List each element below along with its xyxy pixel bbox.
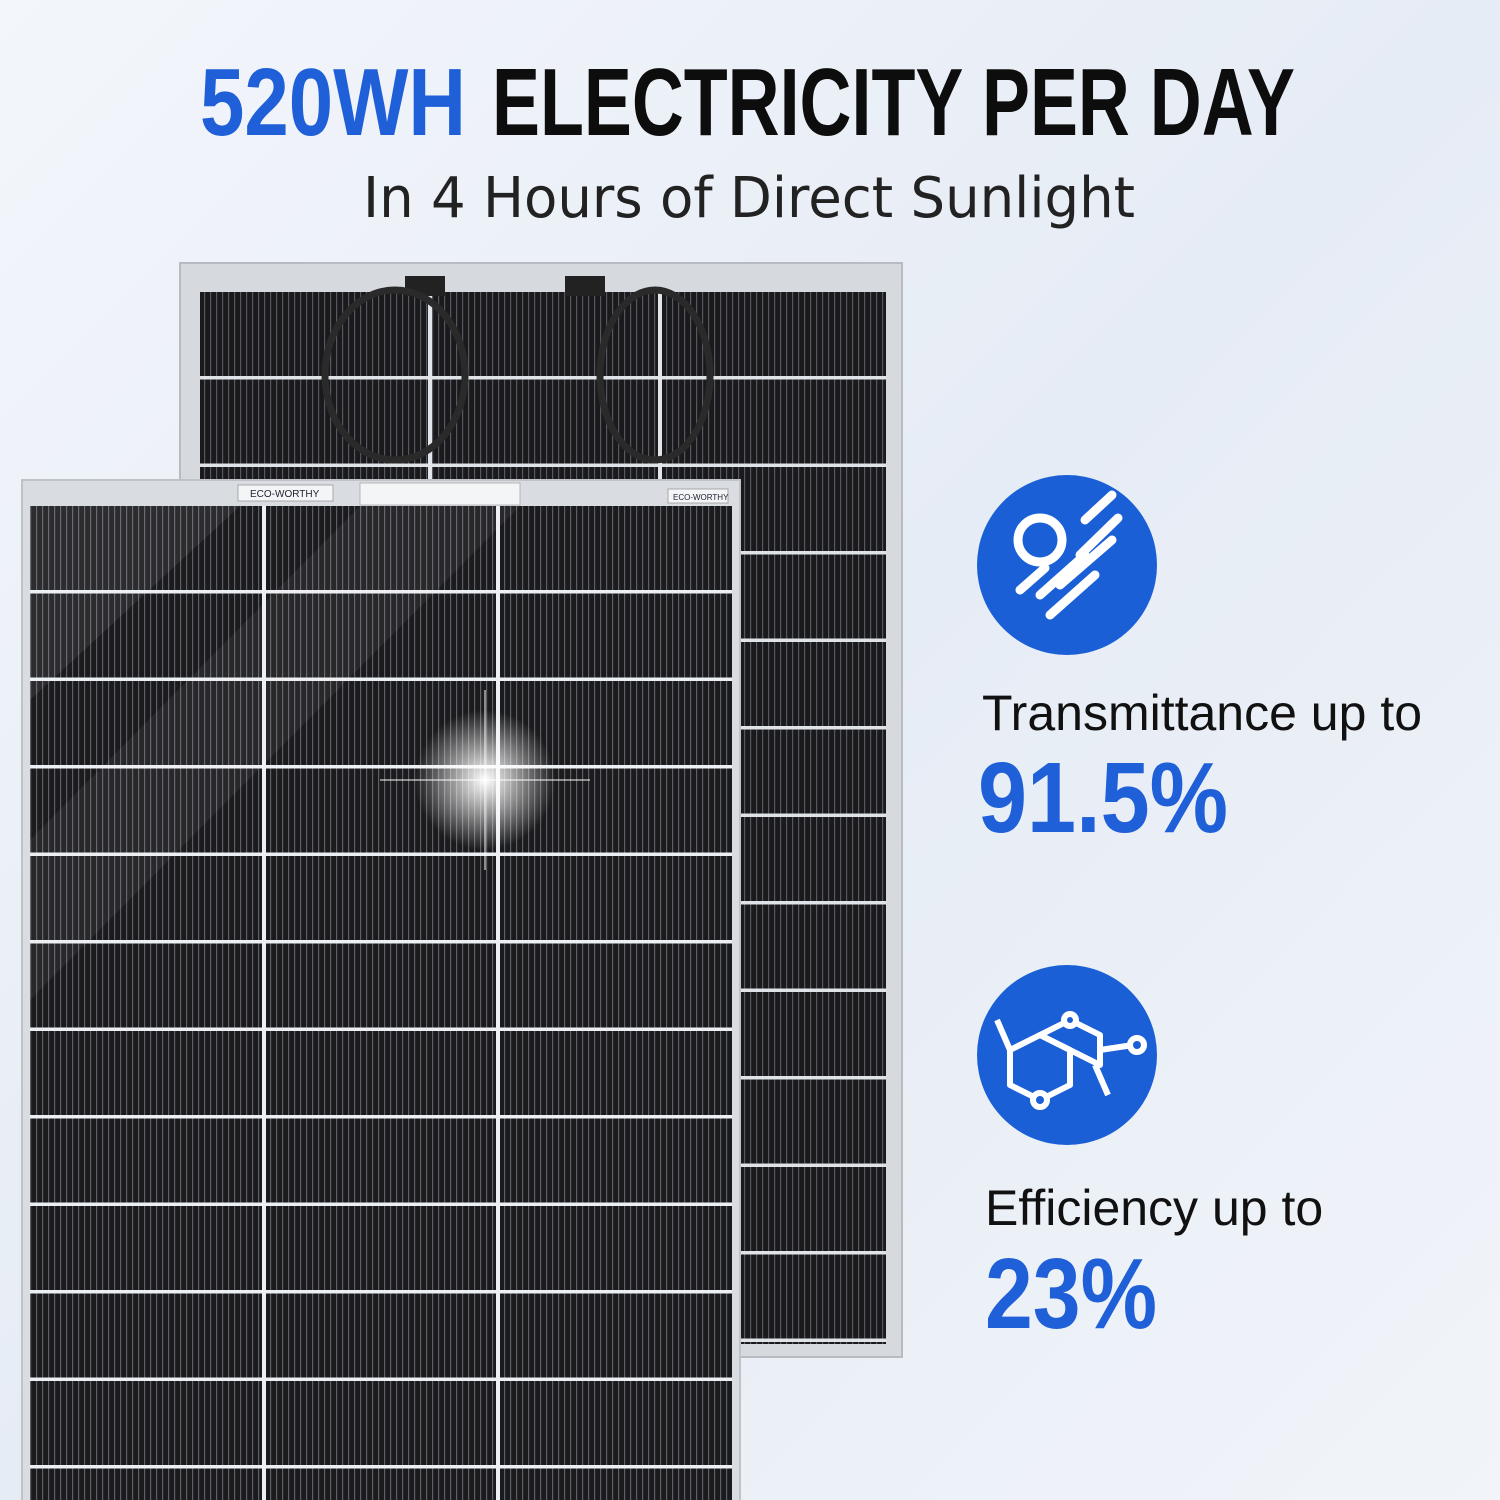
headline: ELECTRICITY PER DAY: [492, 49, 1295, 156]
brand-text: ECO-WORTHY: [250, 489, 320, 500]
icon-molecule: [994, 1011, 1147, 1110]
feature-label: Transmittance up to: [982, 685, 1422, 741]
brand-label: [667, 488, 729, 504]
gloss: [30, 506, 240, 700]
cell-grid: [30, 506, 732, 1500]
brand-label: [237, 484, 334, 502]
spec-label: [359, 482, 521, 506]
cell-divider: [496, 506, 500, 1500]
feature-label: Efficiency up to: [985, 1180, 1323, 1236]
brand-text: ECO-WORTHY: [673, 493, 729, 502]
front-panel: ECO-WORTHY ECO-WORTHY: [21, 479, 741, 1500]
icon-rays: [1015, 490, 1123, 620]
cable-loop: [321, 286, 469, 464]
transmittance-icon: [977, 475, 1157, 655]
cell-divider: [262, 506, 266, 1500]
feature-value: 23%: [985, 1238, 1157, 1350]
junction-box: [565, 276, 605, 296]
icon-sun: [1013, 513, 1067, 567]
feature-value: 91.5%: [978, 742, 1228, 854]
subtitle: In 4 Hours of Direct Sunlight: [363, 166, 1135, 231]
headline-highlight: 520WH: [200, 49, 466, 156]
cable-loop: [596, 286, 714, 464]
gloss: [30, 506, 520, 1000]
efficiency-icon: [977, 965, 1157, 1145]
